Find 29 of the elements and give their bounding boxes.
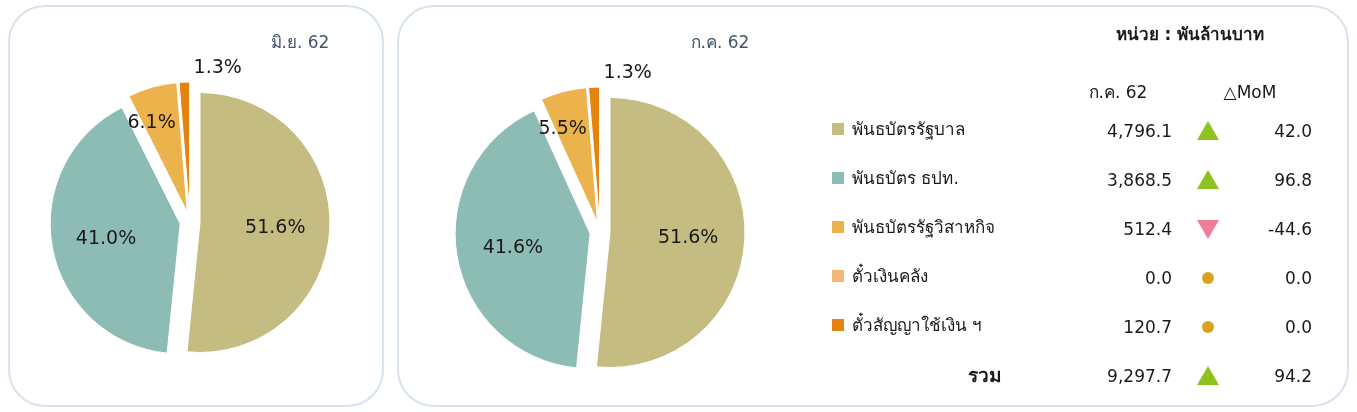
text: △MoM xyxy=(1223,82,1277,102)
data-label: 0.0 xyxy=(1284,317,1312,337)
chart-title: ก.ค. 62 xyxy=(690,32,750,52)
category-label: ตั๋วสัญญาใช้เงิน ฯ xyxy=(852,312,983,335)
data-label: 0.0 xyxy=(1284,268,1312,288)
data-label: 1.3% xyxy=(603,59,652,82)
data-label: 4,796.1 xyxy=(1107,121,1172,141)
category-label: พันธบัตร ธปท. xyxy=(852,168,959,188)
category-label: ตั๋วเงินคลัง xyxy=(852,263,928,286)
data-label: 120.7 xyxy=(1123,317,1172,337)
data-label: 512.4 xyxy=(1123,219,1172,239)
data-label: 41.0% xyxy=(75,226,137,249)
data-label: 51.6% xyxy=(658,225,719,248)
chart-title: มิ.ย. 62 xyxy=(270,32,330,52)
text: ก.ค. 62 xyxy=(1088,82,1148,102)
data-label: 9,297.7 xyxy=(1107,366,1172,386)
category-label: รวม xyxy=(968,364,1002,386)
data-label: 1.3% xyxy=(193,55,242,78)
text: หน่วย : พันล้านบาท xyxy=(1115,24,1265,44)
data-label: -44.6 xyxy=(1268,219,1312,239)
category-label: พันธบัตรรัฐบาล xyxy=(852,119,965,140)
data-label: 42.0 xyxy=(1274,121,1312,141)
data-label: 3,868.5 xyxy=(1107,170,1172,190)
data-label: 0.0 xyxy=(1144,268,1172,288)
data-label: 51.6% xyxy=(245,215,306,238)
data-label: 94.2 xyxy=(1274,366,1312,386)
category-label: พันธบัตรรัฐวิสาหกิจ xyxy=(852,217,995,238)
data-label: 41.6% xyxy=(482,235,544,258)
data-label: 96.8 xyxy=(1274,170,1312,190)
